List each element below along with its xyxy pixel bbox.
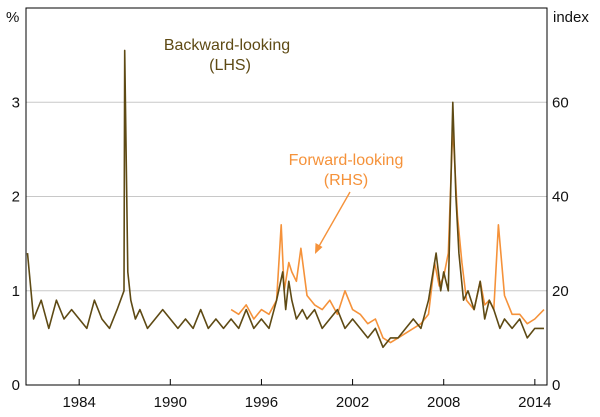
annotation-forward-sub: (RHS) [324, 172, 368, 189]
right-axis-unit: index [553, 9, 589, 26]
x-tick-label: 1990 [154, 394, 187, 411]
right-tick-label: 0 [552, 377, 560, 394]
left-tick-label: 0 [12, 377, 20, 394]
annotation-backward-sub: (LHS) [209, 57, 251, 74]
left-axis-unit: % [6, 9, 19, 26]
annotation-forward-title: Forward-looking [289, 152, 404, 169]
series-line-backward-looking [26, 49, 544, 349]
left-tick-label: 2 [12, 189, 20, 206]
left-tick-label: 3 [12, 94, 20, 111]
annotation-forward-arrowhead [315, 243, 323, 254]
gridlines [26, 101, 547, 292]
annotation-backward-title: Backward-looking [164, 37, 290, 54]
x-tick-label: 2008 [427, 394, 460, 411]
x-tick-label: 2002 [336, 394, 369, 411]
right-axis-ticks: 0 20 40 60 [552, 94, 569, 394]
plot-frame [25, 7, 548, 386]
x-tick-label: 1996 [245, 394, 278, 411]
left-tick-label: 1 [12, 283, 20, 300]
x-axis-ticks: 1984 1990 1996 2002 2008 2014 [62, 379, 552, 411]
right-tick-label: 60 [552, 94, 569, 111]
left-axis-ticks: 0 1 2 3 [12, 94, 20, 394]
x-tick-label: 1984 [62, 394, 95, 411]
series-lines [26, 49, 545, 349]
right-tick-label: 40 [552, 189, 569, 206]
x-tick-label: 2014 [518, 394, 551, 411]
annotation-forward-arrow [317, 191, 351, 249]
right-tick-label: 20 [552, 283, 569, 300]
